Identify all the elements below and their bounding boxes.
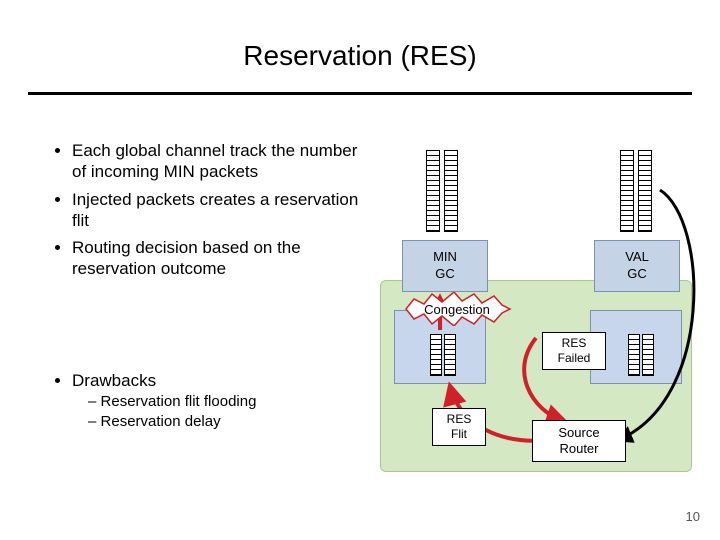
title-rule [28,92,692,95]
bullet-item: Routing decision based on the reservatio… [72,237,370,280]
slide: Reservation (RES) Each global channel tr… [0,0,720,540]
main-bullet-list: Each global channel track the number of … [50,140,370,286]
res-flit-box: RES Flit [432,408,486,446]
drawback-item: Reservation delay [88,412,370,432]
page-number: 10 [686,509,700,524]
arrow-val-to-source [618,190,694,440]
res-failed-box: RES Failed [542,332,606,370]
congestion-burst: Congestion [402,292,512,326]
drawback-item: Reservation flit flooding [88,392,370,412]
drawbacks-heading: Drawbacks Reservation flit flooding Rese… [72,370,370,431]
reservation-diagram: MIN GC VAL GC [380,140,700,500]
bullet-item: Injected packets creates a reservation f… [72,189,370,232]
source-router-box: Source Router [532,420,626,462]
congestion-label: Congestion [402,292,512,326]
slide-title: Reservation (RES) [0,40,720,72]
drawbacks-section: Drawbacks Reservation flit flooding Rese… [50,370,370,431]
bullet-item: Each global channel track the number of … [72,140,370,183]
